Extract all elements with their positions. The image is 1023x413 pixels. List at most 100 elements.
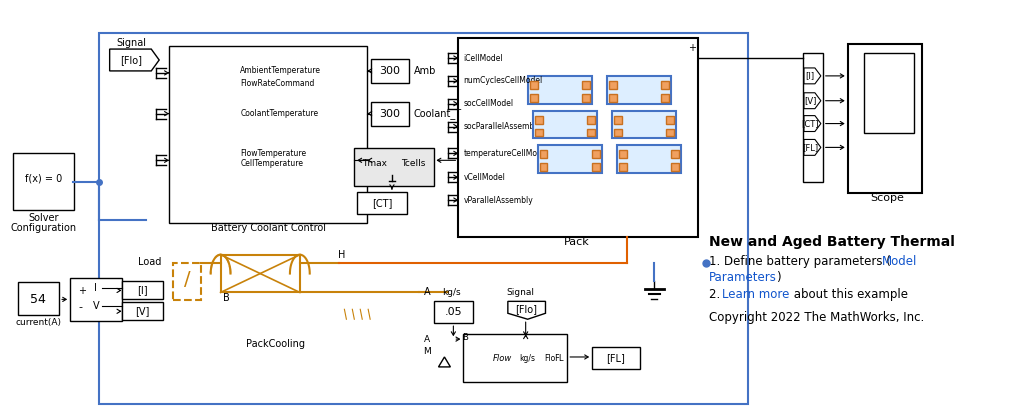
Text: /: / — [183, 270, 190, 289]
Text: Tcells: Tcells — [402, 159, 426, 168]
Text: Copyright 2022 The MathWorks, Inc.: Copyright 2022 The MathWorks, Inc. — [709, 311, 924, 324]
Text: vParallelAssembly: vParallelAssembly — [463, 195, 533, 204]
Text: [Flo]: [Flo] — [515, 304, 537, 314]
Text: Signal: Signal — [117, 38, 146, 48]
Text: kg/s: kg/s — [442, 288, 460, 297]
Text: M: M — [422, 347, 431, 356]
Bar — [533, 111, 597, 138]
Text: [V]: [V] — [135, 306, 149, 316]
Text: Pack: Pack — [565, 237, 590, 247]
Text: about this example: about this example — [790, 288, 908, 301]
Text: Coolant_T: Coolant_T — [413, 108, 461, 119]
Polygon shape — [507, 301, 545, 319]
Bar — [864, 53, 914, 133]
Bar — [617, 145, 681, 173]
Text: socCellModel: socCellModel — [463, 99, 514, 108]
Text: FlowTemperature: FlowTemperature — [240, 149, 307, 158]
Bar — [607, 76, 671, 104]
Text: iCellModel: iCellModel — [463, 54, 503, 62]
Bar — [535, 128, 542, 136]
Polygon shape — [804, 116, 820, 131]
Text: 300: 300 — [380, 109, 400, 119]
Text: A: A — [424, 287, 431, 297]
Text: -: - — [78, 302, 82, 312]
Text: Learn more: Learn more — [722, 288, 789, 301]
Bar — [592, 150, 599, 158]
Bar — [587, 116, 595, 123]
Bar — [173, 263, 201, 300]
Bar — [671, 150, 679, 158]
Text: Battery Coolant Control: Battery Coolant Control — [211, 223, 325, 233]
Text: [I]: [I] — [805, 71, 814, 81]
Bar — [221, 255, 300, 292]
Text: 54: 54 — [31, 293, 46, 306]
Bar — [458, 38, 698, 237]
Text: 1. Define battery parameters (: 1. Define battery parameters ( — [709, 255, 891, 268]
Text: +: + — [688, 43, 696, 53]
Text: Configuration: Configuration — [10, 223, 77, 233]
Text: Flow: Flow — [493, 354, 513, 363]
Bar — [592, 347, 639, 369]
Bar — [671, 163, 679, 171]
Text: Tmax: Tmax — [361, 159, 387, 168]
Bar — [535, 116, 542, 123]
Polygon shape — [804, 93, 820, 109]
Text: H: H — [338, 250, 345, 260]
Text: numCyclesCellModel: numCyclesCellModel — [463, 76, 542, 85]
Bar — [609, 81, 617, 89]
Polygon shape — [804, 68, 820, 84]
Text: [V]: [V] — [804, 96, 816, 105]
Polygon shape — [804, 140, 820, 155]
Text: .05: .05 — [445, 307, 462, 317]
Bar — [582, 81, 590, 89]
Bar — [434, 301, 474, 323]
Text: 300: 300 — [380, 66, 400, 76]
Bar — [592, 163, 599, 171]
Text: ): ) — [776, 271, 781, 284]
Text: [FL]: [FL] — [607, 353, 625, 363]
Bar — [609, 94, 617, 102]
Text: AmbientTemperature: AmbientTemperature — [240, 66, 321, 76]
Text: Load: Load — [137, 256, 161, 267]
Bar — [662, 94, 669, 102]
Text: f(x) = 0: f(x) = 0 — [25, 173, 62, 183]
Text: FlowRateCommand: FlowRateCommand — [240, 79, 315, 88]
Text: [CT]: [CT] — [372, 198, 392, 208]
Text: Scope: Scope — [871, 193, 904, 203]
Bar — [619, 150, 627, 158]
Bar — [99, 33, 748, 404]
Bar — [662, 81, 669, 89]
Text: I: I — [94, 283, 97, 294]
Polygon shape — [109, 49, 160, 71]
Bar — [537, 145, 602, 173]
Text: kg/s: kg/s — [520, 354, 536, 363]
Bar — [371, 102, 409, 126]
Bar — [122, 302, 163, 320]
Text: B: B — [462, 332, 469, 342]
Bar — [582, 94, 590, 102]
Text: [I]: [I] — [137, 285, 147, 295]
Text: Signal: Signal — [506, 288, 535, 297]
Bar — [463, 334, 568, 382]
Bar — [530, 94, 537, 102]
Text: temperatureCellModel: temperatureCellModel — [463, 149, 549, 158]
Text: V: V — [92, 301, 99, 311]
Text: Flo: Flo — [544, 354, 555, 363]
Bar — [666, 128, 674, 136]
Text: FL: FL — [554, 354, 564, 363]
Bar — [614, 128, 622, 136]
Bar — [612, 111, 676, 138]
Text: CellTemperature: CellTemperature — [240, 159, 304, 168]
Text: +: + — [78, 287, 86, 297]
Bar — [169, 46, 367, 223]
Bar — [619, 163, 627, 171]
Bar — [666, 116, 674, 123]
Text: Amb: Amb — [413, 66, 436, 76]
Bar — [803, 53, 822, 182]
Text: current(A): current(A) — [15, 318, 61, 327]
Bar — [587, 128, 595, 136]
Text: socParallelAssembly: socParallelAssembly — [463, 122, 541, 131]
Bar — [70, 278, 122, 321]
Bar — [539, 150, 547, 158]
Text: Solver: Solver — [28, 213, 58, 223]
